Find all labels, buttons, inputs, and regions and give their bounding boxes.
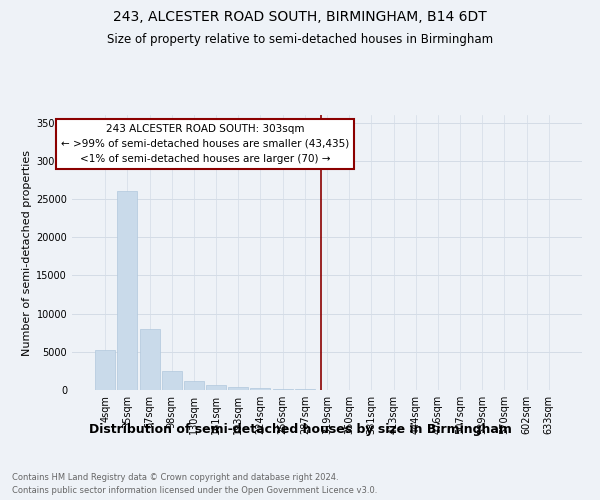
Text: Contains public sector information licensed under the Open Government Licence v3: Contains public sector information licen… [12, 486, 377, 495]
Bar [184, 381, 204, 390]
Text: 243 ALCESTER ROAD SOUTH: 303sqm
← >99% of semi-detached houses are smaller (43,4: 243 ALCESTER ROAD SOUTH: 303sqm ← >99% o… [61, 124, 349, 164]
Bar [250, 388, 271, 390]
Text: Distribution of semi-detached houses by size in Birmingham: Distribution of semi-detached houses by … [89, 422, 511, 436]
Text: 243, ALCESTER ROAD SOUTH, BIRMINGHAM, B14 6DT: 243, ALCESTER ROAD SOUTH, BIRMINGHAM, B1… [113, 10, 487, 24]
Bar [95, 350, 115, 390]
Text: Size of property relative to semi-detached houses in Birmingham: Size of property relative to semi-detach… [107, 32, 493, 46]
Bar [295, 389, 315, 390]
Bar [118, 192, 137, 390]
Bar [206, 384, 226, 390]
Text: Contains HM Land Registry data © Crown copyright and database right 2024.: Contains HM Land Registry data © Crown c… [12, 472, 338, 482]
Bar [162, 371, 182, 390]
Bar [272, 388, 293, 390]
Bar [140, 329, 160, 390]
Bar [228, 387, 248, 390]
Y-axis label: Number of semi-detached properties: Number of semi-detached properties [22, 150, 32, 356]
